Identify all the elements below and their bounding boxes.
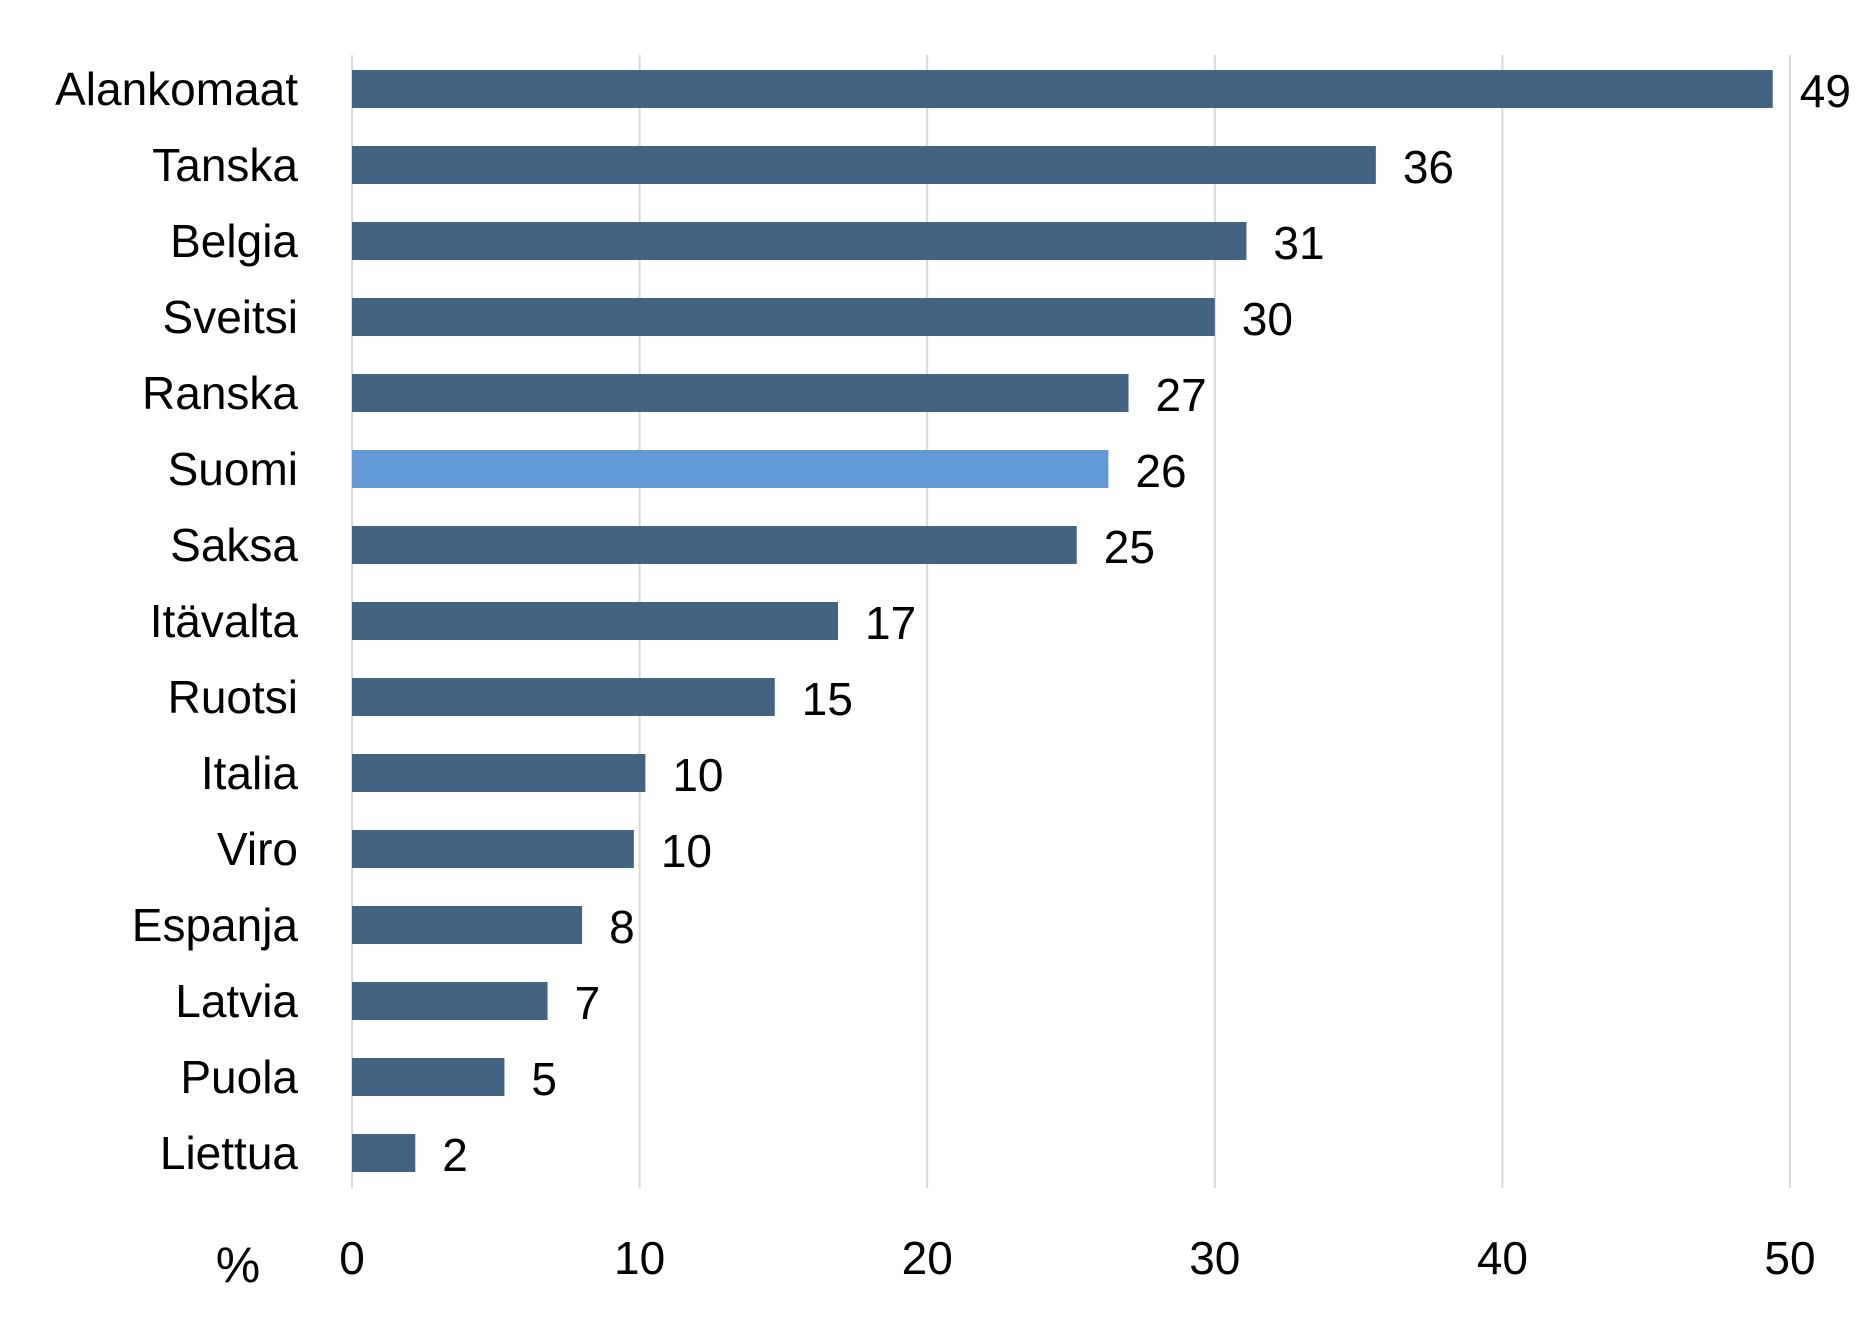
bar-belgia [352,222,1247,260]
category-label-liettua: Liettua [160,1127,299,1179]
bar-ranska [352,374,1129,412]
value-label-italia: 10 [672,749,723,801]
value-label-tanska: 36 [1403,141,1454,193]
category-label-ruotsi: Ruotsi [168,671,298,723]
category-label-itävalta: Itävalta [150,595,299,647]
category-label-suomi: Suomi [168,443,298,495]
value-label-sveitsi: 30 [1242,293,1293,345]
x-tick-label-40: 40 [1477,1232,1528,1284]
category-label-italia: Italia [201,747,299,799]
category-label-espanja: Espanja [132,899,299,951]
bar-espanja [352,906,583,944]
bar-saksa [352,526,1077,564]
bar-viro [352,830,634,868]
bar-italia [352,754,646,792]
x-tick-label-50: 50 [1764,1232,1815,1284]
bar-sveitsi [352,298,1215,336]
category-label-saksa: Saksa [170,519,298,571]
x-tick-label-0: 0 [339,1232,365,1284]
bar-tanska [352,146,1376,184]
bar-liettua [352,1134,416,1172]
category-label-tanska: Tanska [152,139,298,191]
value-label-espanja: 8 [609,901,635,953]
category-label-alankomaat: Alankomaat [55,63,298,115]
x-tick-label-10: 10 [614,1232,665,1284]
category-labels: Alankomaat Tanska Belgia Sveitsi Ranska Suomi… [55,63,298,1179]
x-axis-unit-label: % [216,1237,260,1293]
bar-ruotsi [352,678,775,716]
category-label-belgia: Belgia [170,215,298,267]
x-axis-ticks: 0 10 20 30 40 50 [339,1232,1815,1284]
value-label-saksa: 25 [1104,521,1155,573]
value-label-suomi: 26 [1135,445,1186,497]
value-label-latvia: 7 [575,977,601,1029]
value-label-viro: 10 [661,825,712,877]
value-label-ruotsi: 15 [802,673,853,725]
value-label-liettua: 2 [442,1129,468,1181]
bar-itävalta [352,602,839,640]
bar-alankomaat [352,70,1773,108]
x-tick-label-30: 30 [1189,1232,1240,1284]
value-label-alankomaat: 49 [1800,65,1851,117]
value-label-puola: 5 [531,1053,557,1105]
bars [352,70,1773,1172]
category-label-puola: Puola [180,1051,298,1103]
bar-latvia [352,982,548,1020]
category-label-latvia: Latvia [175,975,298,1027]
bar-suomi [352,450,1109,488]
x-tick-label-20: 20 [902,1232,953,1284]
category-label-viro: Viro [217,823,298,875]
category-label-ranska: Ranska [142,367,298,419]
bar-puola [352,1058,505,1096]
value-label-ranska: 27 [1156,369,1207,421]
value-label-itävalta: 17 [865,597,916,649]
category-label-sveitsi: Sveitsi [163,291,298,343]
value-label-belgia: 31 [1273,217,1324,269]
